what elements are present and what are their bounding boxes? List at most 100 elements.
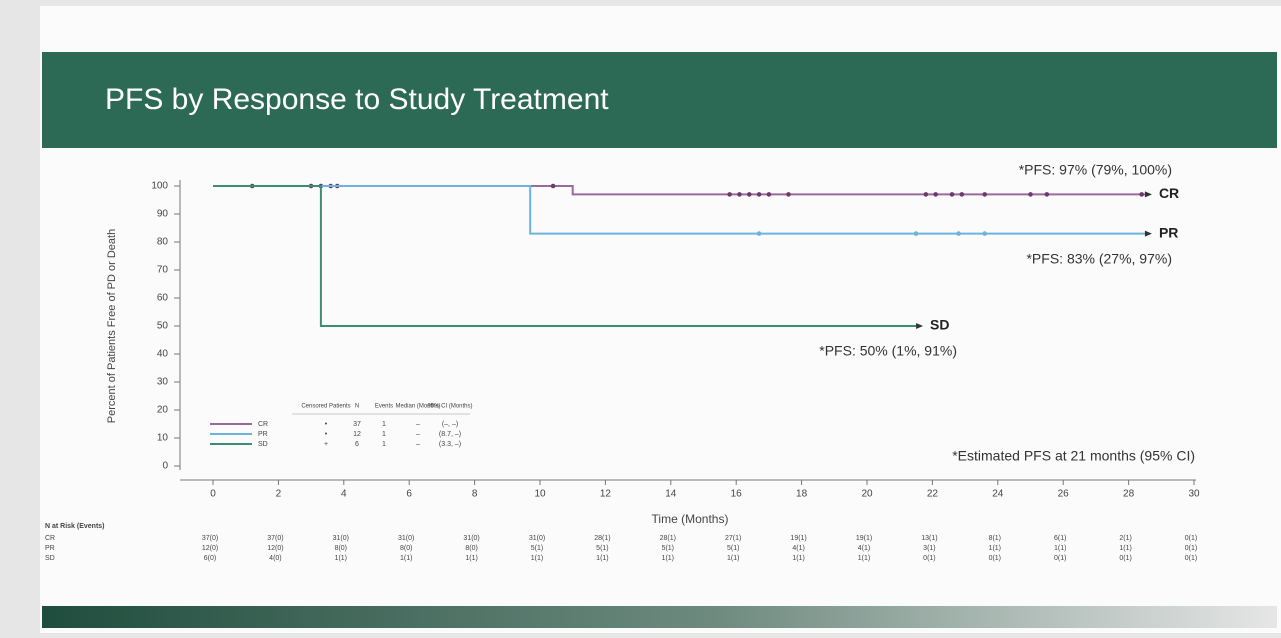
y-tick-label: 70 — [157, 265, 169, 276]
footer-band — [42, 606, 1277, 628]
legend-header: 95% CI (Months) — [427, 404, 472, 410]
legend-header: Events — [375, 404, 393, 410]
censor-mark — [766, 192, 772, 197]
risk-cell: 1(1) — [792, 555, 804, 562]
legend-cell: 1 — [382, 431, 386, 438]
legend-cell: – — [416, 431, 420, 438]
risk-cell: 1(1) — [465, 555, 477, 562]
survival-line — [213, 185, 1145, 235]
censor-mark — [786, 192, 791, 197]
legend-cell: • — [325, 421, 328, 428]
legend-cell: – — [416, 421, 420, 428]
legend-cell: (–, –) — [442, 421, 458, 428]
censor-mark — [756, 231, 762, 236]
legend-header: Median (Months) — [395, 404, 440, 410]
x-tick-label: 28 — [1123, 489, 1135, 500]
legend-cell: 37 — [353, 421, 361, 428]
x-tick-label: 12 — [600, 489, 612, 500]
y-tick-label: 80 — [157, 237, 169, 248]
risk-cell: 0(1) — [923, 555, 935, 562]
risk-cell: 1(1) — [989, 545, 1001, 552]
risk-cell: 12(0) — [202, 545, 218, 552]
censor-mark — [550, 183, 556, 189]
x-tick-label: 20 — [861, 489, 873, 500]
risk-cell: 5(1) — [596, 545, 608, 552]
censor-mark — [1028, 192, 1033, 197]
risk-cell: 8(0) — [465, 545, 477, 552]
line-end-arrow — [1144, 191, 1152, 198]
legend-cell: – — [416, 441, 420, 448]
risk-cell: 5(1) — [662, 545, 674, 552]
survival-line — [213, 185, 917, 327]
series-annotation: *PFS: 97% (79%, 100%) — [1019, 162, 1172, 178]
risk-cell: 28(1) — [594, 535, 610, 542]
legend-cell: 6 — [355, 441, 359, 448]
risk-cell: 1(1) — [531, 555, 543, 562]
risk-cell: 31(0) — [463, 535, 479, 542]
legend-cell: 1 — [382, 441, 386, 448]
risk-cell: 4(0) — [269, 555, 281, 562]
legend-cell: (8.7, –) — [439, 431, 461, 438]
series-end-label: PR — [1159, 224, 1178, 240]
risk-cell: 0(1) — [989, 555, 1001, 562]
legend-name: CR — [258, 421, 268, 428]
risk-cell: 1(1) — [727, 555, 739, 562]
line-end-arrow — [916, 323, 924, 329]
x-tick-label: 30 — [1188, 489, 1200, 500]
risk-row-label: PR — [45, 545, 55, 552]
y-tick-label: 100 — [151, 181, 168, 192]
risk-row-label: CR — [45, 535, 55, 542]
risk-cell: 5(1) — [531, 545, 543, 552]
series-end-label: SD — [930, 317, 949, 333]
header-band — [42, 52, 1277, 148]
x-tick-label: 4 — [341, 489, 347, 500]
y-tick-label: 20 — [157, 405, 169, 416]
risk-cell: 1(1) — [662, 555, 674, 562]
x-tick-label: 22 — [927, 489, 939, 500]
risk-cell: 2(1) — [1119, 535, 1131, 542]
censor-mark — [956, 231, 961, 236]
x-tick-label: 0 — [210, 489, 216, 500]
risk-cell: 5(1) — [727, 545, 739, 552]
censor-mark — [727, 192, 732, 197]
risk-cell: 0(1) — [1054, 555, 1066, 562]
legend-name: PR — [258, 431, 268, 438]
risk-cell: 1(1) — [400, 555, 412, 562]
series-end-label: CR — [1159, 185, 1179, 201]
y-tick-label: 60 — [157, 293, 169, 304]
y-tick-label: 0 — [162, 461, 168, 472]
risk-cell: 8(1) — [989, 535, 1001, 542]
y-axis-label: Percent of Patients Free of PD or Death — [106, 229, 118, 423]
x-tick-label: 8 — [472, 489, 478, 500]
legend-header: N — [355, 404, 359, 410]
risk-cell: 31(0) — [529, 535, 545, 542]
risk-title: N at Risk (Events) — [45, 523, 105, 530]
chart-title: PFS by Response to Study Treatment — [105, 83, 609, 116]
censor-mark — [1139, 192, 1144, 197]
risk-cell: 37(0) — [202, 535, 218, 542]
x-tick-label: 26 — [1058, 489, 1070, 500]
risk-cell: 27(1) — [725, 535, 741, 542]
y-tick-label: 50 — [157, 321, 169, 332]
risk-cell: 1(1) — [1054, 545, 1066, 552]
risk-cell: 31(0) — [333, 535, 349, 542]
legend-cell: • — [325, 431, 328, 438]
censor-mark — [923, 192, 929, 197]
risk-cell: 19(1) — [856, 535, 872, 542]
censor-mark — [982, 192, 988, 197]
censor-mark — [1044, 192, 1050, 197]
risk-cell: 12(0) — [267, 545, 283, 552]
footnote: *Estimated PFS at 21 months (95% CI) — [952, 448, 1195, 464]
censor-mark — [746, 192, 752, 197]
legend-cell: + — [324, 441, 328, 448]
y-tick-label: 40 — [157, 349, 169, 360]
y-tick-label: 10 — [157, 433, 169, 444]
x-tick-label: 16 — [731, 489, 743, 500]
legend-cell: 12 — [353, 431, 361, 438]
x-tick-label: 10 — [534, 489, 546, 500]
censor-mark — [913, 231, 919, 236]
risk-cell: 1(1) — [858, 555, 870, 562]
risk-cell: 0(1) — [1185, 535, 1197, 542]
